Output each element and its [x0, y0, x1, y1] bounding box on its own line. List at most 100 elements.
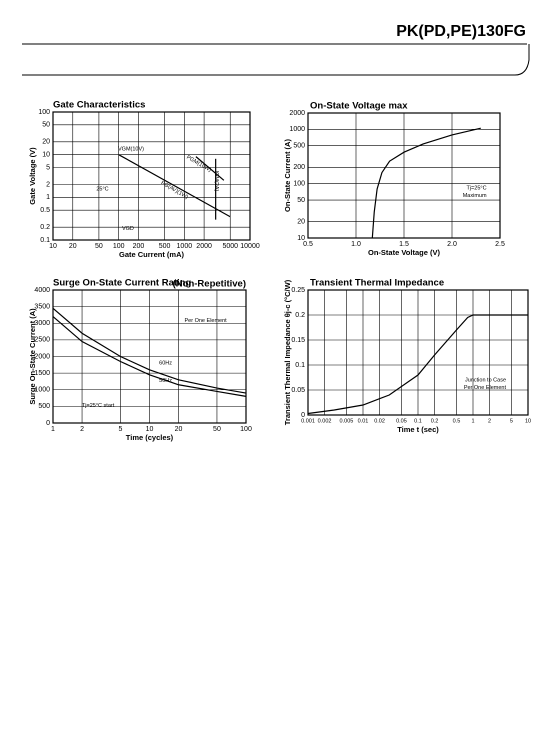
series-label: 60Hz [159, 361, 172, 367]
x-axis-label: Gate Current (mA) [119, 250, 185, 259]
y-axis-label: On-State Current (A) [283, 139, 292, 212]
x-tick-label: 0.02 [374, 418, 385, 424]
y-tick-label: 1000 [34, 387, 50, 394]
y-tick-label: 2000 [289, 110, 305, 117]
annotation: VGD [122, 226, 134, 232]
annotation: Tj=25°C start [82, 403, 115, 409]
annotation: Per One Element [464, 385, 507, 391]
x-tick-label: 5 [510, 418, 513, 424]
annotation: Junction to Case [465, 377, 506, 383]
x-tick-label: 2 [488, 418, 491, 424]
y-tick-label: 3500 [34, 303, 50, 310]
x-tick-label: 1.5 [399, 241, 409, 248]
y-tick-label: 0.2 [295, 312, 305, 319]
y-tick-label: 0.05 [291, 387, 305, 394]
annotation: Tj=25°C [466, 185, 486, 191]
x-tick-label: 5000 [222, 243, 238, 250]
x-tick-label: 2 [80, 426, 84, 433]
x-axis-label: Time t (sec) [397, 425, 439, 434]
x-tick-label: 0.5 [453, 418, 461, 424]
y-tick-label: 4000 [34, 287, 50, 294]
y-tick-label: 0.15 [291, 337, 305, 344]
chart-title: Surge On-State Current Rating [53, 278, 191, 289]
x-tick-label: 10 [525, 418, 531, 424]
y-tick-label: 0.1 [295, 362, 305, 369]
x-tick-label: 10000 [240, 243, 260, 250]
x-tick-label: 0.5 [303, 241, 313, 248]
x-tick-label: 50 [95, 243, 103, 250]
y-tick-label: 20 [297, 218, 305, 225]
y-tick-label: 0.5 [40, 207, 50, 214]
x-tick-label: 5 [118, 426, 122, 433]
y-tick-label: 50 [42, 122, 50, 129]
y-tick-label: 1000 [289, 126, 305, 133]
chart-subtitle: (Non-Repetitive) [173, 279, 246, 290]
y-tick-label: 5 [46, 164, 50, 171]
annotation: 25°C [96, 186, 108, 192]
chart-title: Gate Characteristics [53, 100, 145, 111]
x-tick-label: 1 [51, 426, 55, 433]
data-line [52, 307, 247, 394]
x-tick-label: 20 [175, 426, 183, 433]
x-tick-label: 0.01 [358, 418, 369, 424]
x-tick-label: 0.2 [431, 418, 439, 424]
x-tick-label: 2.0 [447, 241, 457, 248]
annotation: IGM(2A) [213, 171, 219, 192]
y-tick-label: 200 [293, 164, 305, 171]
y-tick-label: 0.2 [40, 224, 50, 231]
y-tick-label: 2000 [34, 353, 50, 360]
data-line [118, 154, 231, 218]
x-tick-label: 1000 [177, 243, 193, 250]
y-tick-label: 2500 [34, 337, 50, 344]
data-line [195, 156, 225, 181]
x-tick-label: 50 [213, 426, 221, 433]
y-tick-label: 100 [38, 109, 50, 116]
x-tick-label: 200 [133, 243, 145, 250]
annotation: Per One Element [185, 318, 228, 324]
x-tick-label: 0.1 [414, 418, 422, 424]
x-tick-label: 0.05 [396, 418, 407, 424]
x-tick-label: 0.001 [301, 418, 315, 424]
y-axis-label: Transient Thermal Impedance θj-c (°C/W) [283, 279, 292, 425]
x-tick-label: 500 [159, 243, 171, 250]
y-tick-label: 1500 [34, 370, 50, 377]
x-tick-label: 10 [49, 243, 57, 250]
y-axis-label: Surge On-State Current (A) [28, 308, 37, 405]
data-line [371, 127, 481, 239]
y-tick-label: 20 [42, 139, 50, 146]
x-tick-label: 1.0 [351, 241, 361, 248]
y-tick-label: 1 [46, 194, 50, 201]
chart-title: Transient Thermal Impedance [310, 278, 444, 289]
x-tick-label: 10 [146, 426, 154, 433]
y-tick-label: 2 [46, 181, 50, 188]
series-label: 50Hz [159, 378, 172, 384]
y-tick-label: 0 [301, 412, 305, 419]
x-tick-label: 2.5 [495, 241, 505, 248]
y-tick-label: 0 [46, 420, 50, 427]
y-tick-label: 500 [293, 143, 305, 150]
chart-title: On-State Voltage max [310, 101, 408, 112]
header-title: PK(PD,PE)130FG [396, 23, 526, 40]
y-tick-label: 0.25 [291, 287, 305, 294]
data-line [52, 316, 247, 397]
y-tick-label: 3000 [34, 320, 50, 327]
header-frame [22, 43, 530, 76]
x-tick-label: 20 [69, 243, 77, 250]
x-tick-label: 1 [471, 418, 474, 424]
x-tick-label: 0.005 [340, 418, 354, 424]
y-tick-label: 10 [297, 235, 305, 242]
x-tick-label: 100 [113, 243, 125, 250]
x-tick-label: 2000 [196, 243, 212, 250]
annotation: VGM(10V) [118, 147, 144, 153]
x-axis-label: Time (cycles) [126, 433, 174, 442]
y-tick-label: 0.1 [40, 237, 50, 244]
annotation: Maximum [463, 193, 487, 199]
y-tick-label: 100 [293, 181, 305, 188]
data-line [307, 314, 528, 415]
y-tick-label: 500 [38, 403, 50, 410]
x-axis-label: On-State Voltage (V) [368, 248, 440, 257]
y-tick-label: 10 [42, 152, 50, 159]
x-tick-label: 100 [240, 426, 252, 433]
